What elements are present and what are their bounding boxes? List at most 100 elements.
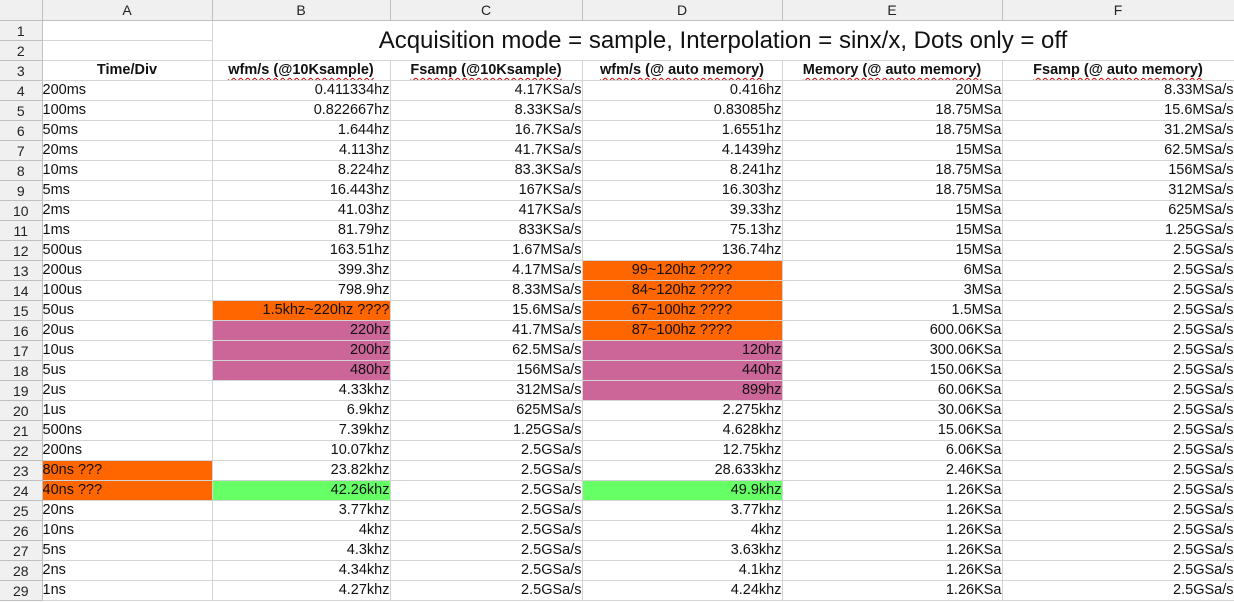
cell-e[interactable]: 15MSa xyxy=(782,220,1003,241)
row-header[interactable]: 27 xyxy=(0,540,43,561)
cell-f[interactable]: 156MSa/s xyxy=(1002,160,1234,181)
cell-c[interactable]: 417KSa/s xyxy=(390,200,583,221)
cell-b[interactable]: 1.5khz~220hz ???? xyxy=(212,300,391,321)
cell-e[interactable]: 18.75MSa xyxy=(782,180,1003,201)
cell-b[interactable]: 399.3hz xyxy=(212,260,391,281)
row-header[interactable]: 5 xyxy=(0,100,43,121)
cell-a[interactable]: 2us xyxy=(42,380,213,401)
cell-b[interactable]: 1.644hz xyxy=(212,120,391,141)
cell-d[interactable]: 67~100hz ???? xyxy=(582,300,783,321)
column-header-c[interactable]: C xyxy=(390,0,583,21)
cell-e[interactable]: 3MSa xyxy=(782,280,1003,301)
cell-a[interactable]: 50us xyxy=(42,300,213,321)
row-header[interactable]: 16 xyxy=(0,320,43,341)
cell-b[interactable]: 4.3khz xyxy=(212,540,391,561)
cell-f[interactable]: 15.6MSa/s xyxy=(1002,100,1234,121)
cell-b[interactable]: 7.39khz xyxy=(212,420,391,441)
cell-c[interactable]: 2.5GSa/s xyxy=(390,540,583,561)
cell-c[interactable]: 83.3KSa/s xyxy=(390,160,583,181)
row-header[interactable]: 8 xyxy=(0,160,43,181)
cell-d[interactable]: 16.303hz xyxy=(582,180,783,201)
cell-f[interactable]: 312MSa/s xyxy=(1002,180,1234,201)
cell-e[interactable]: 2.46KSa xyxy=(782,460,1003,481)
cell-a[interactable]: 1us xyxy=(42,400,213,421)
cell-e[interactable]: 1.26KSa xyxy=(782,580,1003,601)
cell-d[interactable]: 4.628khz xyxy=(582,420,783,441)
cell-b[interactable]: 798.9hz xyxy=(212,280,391,301)
row-header[interactable]: 22 xyxy=(0,440,43,461)
cell-e[interactable]: 150.06KSa xyxy=(782,360,1003,381)
cell-b[interactable]: 4.113hz xyxy=(212,140,391,161)
row-header[interactable]: 3 xyxy=(0,60,43,81)
cell-d[interactable]: 3.63khz xyxy=(582,540,783,561)
cell-c[interactable]: 16.7KSa/s xyxy=(390,120,583,141)
cell-b[interactable]: 0.822667hz xyxy=(212,100,391,121)
cell-f[interactable]: 2.5GSa/s xyxy=(1002,400,1234,421)
cell-d[interactable]: 4khz xyxy=(582,520,783,541)
row-header[interactable]: 19 xyxy=(0,380,43,401)
cell-d[interactable]: 2.275khz xyxy=(582,400,783,421)
cell-f[interactable]: 2.5GSa/s xyxy=(1002,540,1234,561)
cell-a[interactable]: 80ns ??? xyxy=(42,460,213,481)
cell-b[interactable]: 200hz xyxy=(212,340,391,361)
cell-f[interactable]: 2.5GSa/s xyxy=(1002,280,1234,301)
cell-c[interactable]: 2.5GSa/s xyxy=(390,460,583,481)
cell-f[interactable]: 2.5GSa/s xyxy=(1002,420,1234,441)
cell-e[interactable]: 600.06KSa xyxy=(782,320,1003,341)
cell-a[interactable]: 100ms xyxy=(42,100,213,121)
header-memory-auto[interactable]: Memory (@ auto memory) xyxy=(782,60,1003,81)
cell-e[interactable]: 15MSa xyxy=(782,200,1003,221)
cell-a[interactable]: 50ms xyxy=(42,120,213,141)
row-header[interactable]: 17 xyxy=(0,340,43,361)
cell-f[interactable]: 2.5GSa/s xyxy=(1002,380,1234,401)
cell-e[interactable]: 1.26KSa xyxy=(782,520,1003,541)
cell-e[interactable]: 20MSa xyxy=(782,80,1003,101)
cell-a2[interactable] xyxy=(42,40,213,61)
header-time-div[interactable]: Time/Div xyxy=(42,60,213,81)
cell-b[interactable]: 23.82khz xyxy=(212,460,391,481)
cell-c[interactable]: 41.7MSa/s xyxy=(390,320,583,341)
cell-d[interactable]: 4.1khz xyxy=(582,560,783,581)
cell-c[interactable]: 62.5MSa/s xyxy=(390,340,583,361)
cell-e[interactable]: 18.75MSa xyxy=(782,160,1003,181)
cell-a[interactable]: 5ms xyxy=(42,180,213,201)
cell-d[interactable]: 12.75khz xyxy=(582,440,783,461)
cell-d[interactable]: 4.1439hz xyxy=(582,140,783,161)
cell-e[interactable]: 6MSa xyxy=(782,260,1003,281)
row-header[interactable]: 29 xyxy=(0,580,43,601)
cell-b[interactable]: 81.79hz xyxy=(212,220,391,241)
row-header[interactable]: 13 xyxy=(0,260,43,281)
header-fsamp-auto[interactable]: Fsamp (@ auto memory) xyxy=(1002,60,1234,81)
cell-d[interactable]: 87~100hz ???? xyxy=(582,320,783,341)
cell-a[interactable]: 5us xyxy=(42,360,213,381)
cell-d[interactable]: 0.83085hz xyxy=(582,100,783,121)
cell-c[interactable]: 1.67MSa/s xyxy=(390,240,583,261)
cell-f[interactable]: 2.5GSa/s xyxy=(1002,240,1234,261)
cell-c[interactable]: 4.17KSa/s xyxy=(390,80,583,101)
cell-b[interactable]: 6.9khz xyxy=(212,400,391,421)
header-wfm-10k[interactable]: wfm/s (@10Ksample) xyxy=(212,60,391,81)
cell-c[interactable]: 833KSa/s xyxy=(390,220,583,241)
cell-e[interactable]: 15MSa xyxy=(782,240,1003,261)
cell-a[interactable]: 200us xyxy=(42,260,213,281)
row-header[interactable]: 24 xyxy=(0,480,43,501)
row-header[interactable]: 9 xyxy=(0,180,43,201)
cell-a[interactable]: 10ms xyxy=(42,160,213,181)
cell-f[interactable]: 2.5GSa/s xyxy=(1002,320,1234,341)
cell-a[interactable]: 2ms xyxy=(42,200,213,221)
cell-e[interactable]: 18.75MSa xyxy=(782,120,1003,141)
cell-a1[interactable] xyxy=(42,20,213,41)
cell-f[interactable]: 2.5GSa/s xyxy=(1002,560,1234,581)
cell-c[interactable]: 8.33MSa/s xyxy=(390,280,583,301)
cell-d[interactable]: 39.33hz xyxy=(582,200,783,221)
cell-f[interactable]: 2.5GSa/s xyxy=(1002,340,1234,361)
cell-c[interactable]: 2.5GSa/s xyxy=(390,560,583,581)
cell-a[interactable]: 1ms xyxy=(42,220,213,241)
cell-b[interactable]: 10.07khz xyxy=(212,440,391,461)
cell-b[interactable]: 4.33khz xyxy=(212,380,391,401)
cell-c[interactable]: 167KSa/s xyxy=(390,180,583,201)
cell-f[interactable]: 2.5GSa/s xyxy=(1002,500,1234,521)
cell-e[interactable]: 1.5MSa xyxy=(782,300,1003,321)
cell-b[interactable]: 163.51hz xyxy=(212,240,391,261)
cell-c[interactable]: 2.5GSa/s xyxy=(390,580,583,601)
